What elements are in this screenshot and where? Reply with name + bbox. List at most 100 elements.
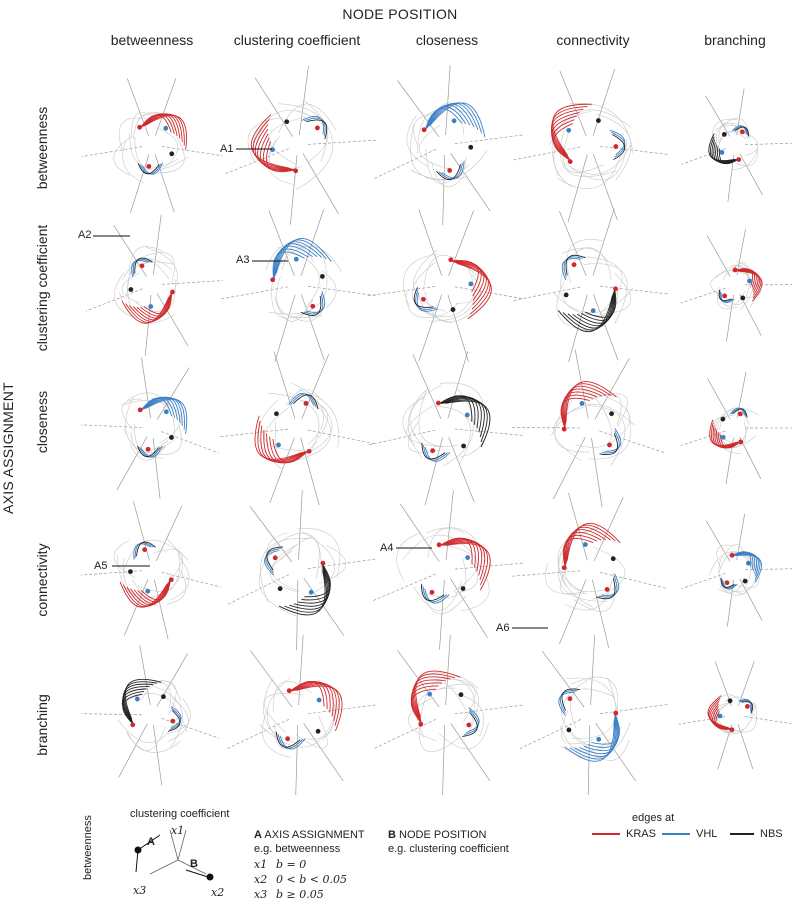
- highlighted-edge: [427, 103, 475, 128]
- highlighted-edge: [602, 430, 620, 454]
- node-dot: [319, 274, 325, 279]
- node-dot: [460, 586, 466, 591]
- background-edge: [719, 584, 754, 596]
- hive-axis: [218, 428, 289, 438]
- background-edge: [461, 562, 490, 612]
- node-dot: [746, 560, 751, 566]
- hive-axis: [273, 351, 296, 419]
- highlighted-edge: [421, 584, 445, 602]
- background-edge: [424, 291, 478, 323]
- hive-axis: [587, 724, 591, 795]
- hive-axis: [300, 294, 325, 361]
- legend-label-nbs: NBS: [760, 828, 783, 840]
- background-edge: [563, 579, 613, 611]
- hive-axis: [161, 280, 223, 285]
- highlighted-edge: [565, 381, 617, 422]
- node-dot: [293, 256, 299, 262]
- background-edge: [134, 136, 189, 171]
- background-edge: [558, 538, 608, 602]
- background-edge: [559, 567, 585, 595]
- background-edge: [561, 247, 612, 281]
- node-dot: [276, 442, 281, 448]
- hive-axis: [599, 285, 670, 295]
- legend-label-kras: KRAS: [626, 828, 656, 840]
- node-dot: [566, 127, 572, 133]
- background-edge: [266, 678, 290, 750]
- highlighted-edge: [552, 103, 593, 155]
- background-edge: [406, 115, 429, 167]
- background-edge: [710, 270, 728, 299]
- hive-axis: [254, 77, 293, 137]
- hive-axis: [161, 146, 223, 157]
- highlighted-edge: [719, 291, 733, 302]
- hive-axis: [450, 153, 491, 212]
- node-dot: [719, 150, 725, 155]
- highlighted-edge: [254, 415, 302, 460]
- background-edge: [442, 388, 474, 467]
- highlighted-edge: [595, 578, 616, 600]
- background-edge: [560, 121, 618, 177]
- highlighted-edge: [413, 287, 434, 308]
- highlighted-edge: [718, 289, 732, 301]
- node-dot: [146, 163, 152, 169]
- node-dot: [170, 289, 175, 295]
- hive-axis: [153, 579, 169, 640]
- figure-title: NODE POSITION: [342, 6, 458, 22]
- background-edge: [425, 148, 469, 184]
- background-edge: [551, 403, 636, 436]
- background-edge: [121, 398, 142, 431]
- background-edge: [278, 103, 337, 134]
- hive-axis: [81, 424, 143, 428]
- hive-axis: [447, 351, 469, 419]
- node-dot: [427, 691, 433, 697]
- key-x2-label: x2: [211, 886, 225, 899]
- highlighted-edge: [599, 433, 618, 455]
- background-edge: [267, 392, 320, 452]
- background-edge: [418, 712, 462, 753]
- node-dot: [169, 151, 175, 157]
- node-dot: [436, 542, 442, 548]
- hive-axis: [397, 80, 440, 138]
- hive-axis: [714, 661, 732, 706]
- hive-axis: [726, 294, 734, 342]
- highlighted-edge: [609, 129, 625, 156]
- background-edge: [155, 127, 179, 172]
- hive-axis: [298, 490, 303, 561]
- background-edge: [129, 444, 166, 461]
- hive-axis: [454, 428, 525, 437]
- highlighted-edge: [565, 526, 611, 563]
- highlighted-edge: [445, 400, 491, 448]
- node-dot: [727, 698, 733, 704]
- node-dot: [604, 586, 610, 592]
- explain-rules: x1 b = 0 x2 0 < b < 0.05 x3 b ≥ 0.05: [254, 857, 347, 902]
- background-edge: [321, 270, 337, 309]
- hive-axis: [307, 285, 378, 297]
- node-dot: [142, 547, 148, 553]
- background-edge: [588, 408, 632, 460]
- background-edge: [271, 544, 301, 592]
- hive-axis: [269, 437, 295, 504]
- hive-axis: [161, 431, 219, 454]
- node-dot: [130, 722, 136, 728]
- background-edge: [276, 276, 323, 319]
- highlighted-edge: [740, 700, 753, 712]
- highlighted-edge: [612, 134, 626, 161]
- highlighted-edge: [139, 163, 162, 175]
- background-edge: [297, 528, 341, 578]
- key-x-label: clustering coefficient: [130, 808, 230, 820]
- hive-axis: [559, 579, 587, 645]
- hive-axis: [225, 574, 290, 606]
- highlighted-edge: [303, 293, 324, 315]
- node-dot: [563, 292, 569, 298]
- node-dot: [739, 129, 745, 135]
- highlighted-edge: [134, 542, 154, 558]
- background-edge: [121, 400, 175, 442]
- hive-axis: [445, 490, 454, 561]
- column-header-betweenness: betweenness: [110, 32, 194, 48]
- hive-axis: [161, 572, 221, 588]
- highlighted-edge: [464, 709, 479, 736]
- highlighted-edge: [731, 125, 748, 135]
- hive-axis: [593, 497, 624, 562]
- node-dot: [742, 578, 748, 584]
- column-header-closeness: closeness: [415, 32, 479, 48]
